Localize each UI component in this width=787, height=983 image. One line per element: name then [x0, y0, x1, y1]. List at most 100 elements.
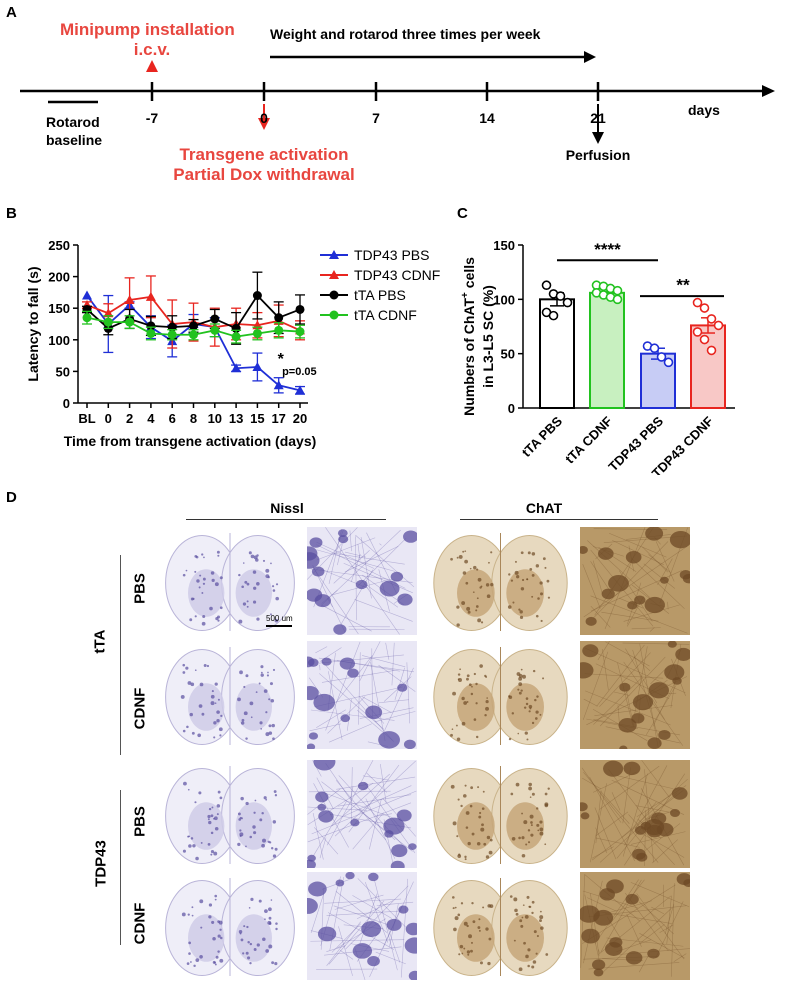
x-tick-label: tTA CDNF	[562, 413, 615, 466]
x-tick-label: tTA PBS	[519, 413, 566, 460]
minipump-arrow	[146, 60, 158, 72]
tick-label-21: 21	[590, 110, 606, 126]
data-point	[124, 294, 135, 304]
y-tick-label: 150	[493, 238, 515, 253]
y-tick-label: 100	[493, 292, 515, 307]
y-axis-title-line1: Numbers of ChAT+ cells	[460, 257, 477, 416]
x-tick-label: 15	[250, 411, 264, 426]
micrograph-nissl-section-row1	[160, 527, 300, 635]
tick-label-minus7: -7	[145, 110, 159, 126]
data-point	[663, 357, 674, 368]
days-label: days	[688, 102, 720, 118]
x-tick-label: 0	[105, 411, 112, 426]
transgene-label-line2: Partial Dox withdrawal	[173, 165, 355, 184]
tick-label-0: 0	[260, 110, 268, 126]
legend-marker	[329, 250, 339, 259]
tick-label-7: 7	[372, 110, 380, 126]
x-axis-title: Time from transgene activation (days)	[64, 433, 317, 449]
micrograph-chat-zoom-row2	[580, 641, 690, 749]
rotarod-baseline-line1: Rotarod	[46, 114, 100, 130]
data-point	[231, 363, 242, 373]
group-label-tta: tTA	[91, 629, 109, 654]
nissl-title-rule	[186, 519, 386, 520]
group-tdp43-bracket	[120, 790, 121, 945]
bar-group-tdp43-cdnf	[690, 297, 726, 409]
data-point	[656, 352, 667, 362]
data-point	[146, 321, 156, 331]
row-label-tdp43-pbs: PBS	[131, 806, 149, 837]
data-point	[692, 327, 703, 337]
y-tick-label: 50	[56, 364, 70, 379]
data-point	[125, 317, 135, 327]
micrograph-chat-section-row3	[428, 760, 573, 868]
transgene-label-line1: Transgene activation	[179, 145, 349, 164]
y-axis-title-line2: in L3-L5 SC (%)	[480, 285, 496, 388]
bar	[589, 291, 625, 409]
weight-rotarod-label: Weight and rotarod three times per week	[270, 26, 541, 42]
micrograph-nissl-zoom-row1	[307, 527, 417, 635]
data-point	[273, 380, 284, 390]
x-tick-label: 20	[293, 411, 307, 426]
y-tick-label: 0	[508, 401, 515, 416]
bar-group-tdp43-pbs	[640, 341, 676, 410]
data-point	[231, 332, 241, 342]
x-tick-label: BL	[78, 411, 95, 426]
data-point	[103, 317, 113, 327]
data-point	[706, 314, 717, 324]
row-label-tta-pbs: PBS	[131, 573, 149, 604]
data-point	[82, 290, 92, 300]
data-point	[649, 343, 660, 354]
bar-group-tta-cdnf	[589, 280, 625, 409]
significance-label: ****	[594, 240, 621, 259]
micrograph-chat-section-row4	[428, 872, 573, 980]
perfusion-arrow	[592, 132, 604, 144]
x-tick-label: 8	[190, 411, 197, 426]
minipump-label-line1: Minipump installation	[60, 20, 235, 39]
row-label-tdp43-cdnf: CDNF	[131, 902, 149, 945]
legend-label: tTA CDNF	[354, 307, 417, 323]
data-point	[103, 308, 114, 318]
data-point	[274, 313, 284, 323]
legend-marker	[329, 310, 339, 320]
panel-a-letter: A	[6, 4, 17, 21]
data-point	[210, 314, 220, 324]
data-point	[699, 303, 710, 313]
data-point	[706, 345, 717, 356]
data-point	[562, 297, 573, 308]
data-point	[612, 285, 623, 296]
rotarod-baseline-line2: baseline	[46, 132, 103, 148]
series-tta-cdnf	[82, 310, 305, 344]
x-tick-label: 6	[169, 411, 176, 426]
data-point	[295, 385, 305, 395]
data-point	[167, 330, 177, 340]
transgene-arrow	[258, 118, 270, 130]
data-point	[555, 291, 566, 301]
data-point	[713, 320, 724, 331]
data-point	[274, 325, 284, 335]
micrograph-nissl-zoom-row4	[307, 872, 417, 980]
micrograph-nissl-zoom-row3	[307, 760, 417, 868]
x-tick-label: 10	[208, 411, 222, 426]
significance-star: *	[278, 351, 285, 368]
micrograph-chat-zoom-row4	[580, 872, 690, 980]
x-tick-label: 2	[126, 411, 133, 426]
data-point	[252, 291, 262, 301]
perfusion-label: Perfusion	[565, 147, 631, 163]
micrograph-chat-section-row1	[428, 527, 573, 635]
legend-label: TDP43 PBS	[354, 247, 429, 263]
data-point	[548, 310, 559, 321]
group-label-tdp43: TDP43	[92, 840, 110, 887]
y-tick-label: 250	[48, 238, 70, 253]
panel-b-letter: B	[6, 205, 17, 222]
y-tick-label: 0	[63, 396, 70, 411]
data-point	[295, 327, 305, 337]
data-point	[295, 304, 305, 314]
y-tick-label: 100	[48, 333, 70, 348]
scale-bar-label: 500 um	[266, 614, 293, 623]
p-value-label: p=0.05	[282, 366, 317, 378]
legend-label: TDP43 CDNF	[354, 267, 440, 283]
data-point	[189, 330, 198, 340]
group-tta-bracket	[120, 555, 121, 755]
data-point	[145, 291, 156, 301]
